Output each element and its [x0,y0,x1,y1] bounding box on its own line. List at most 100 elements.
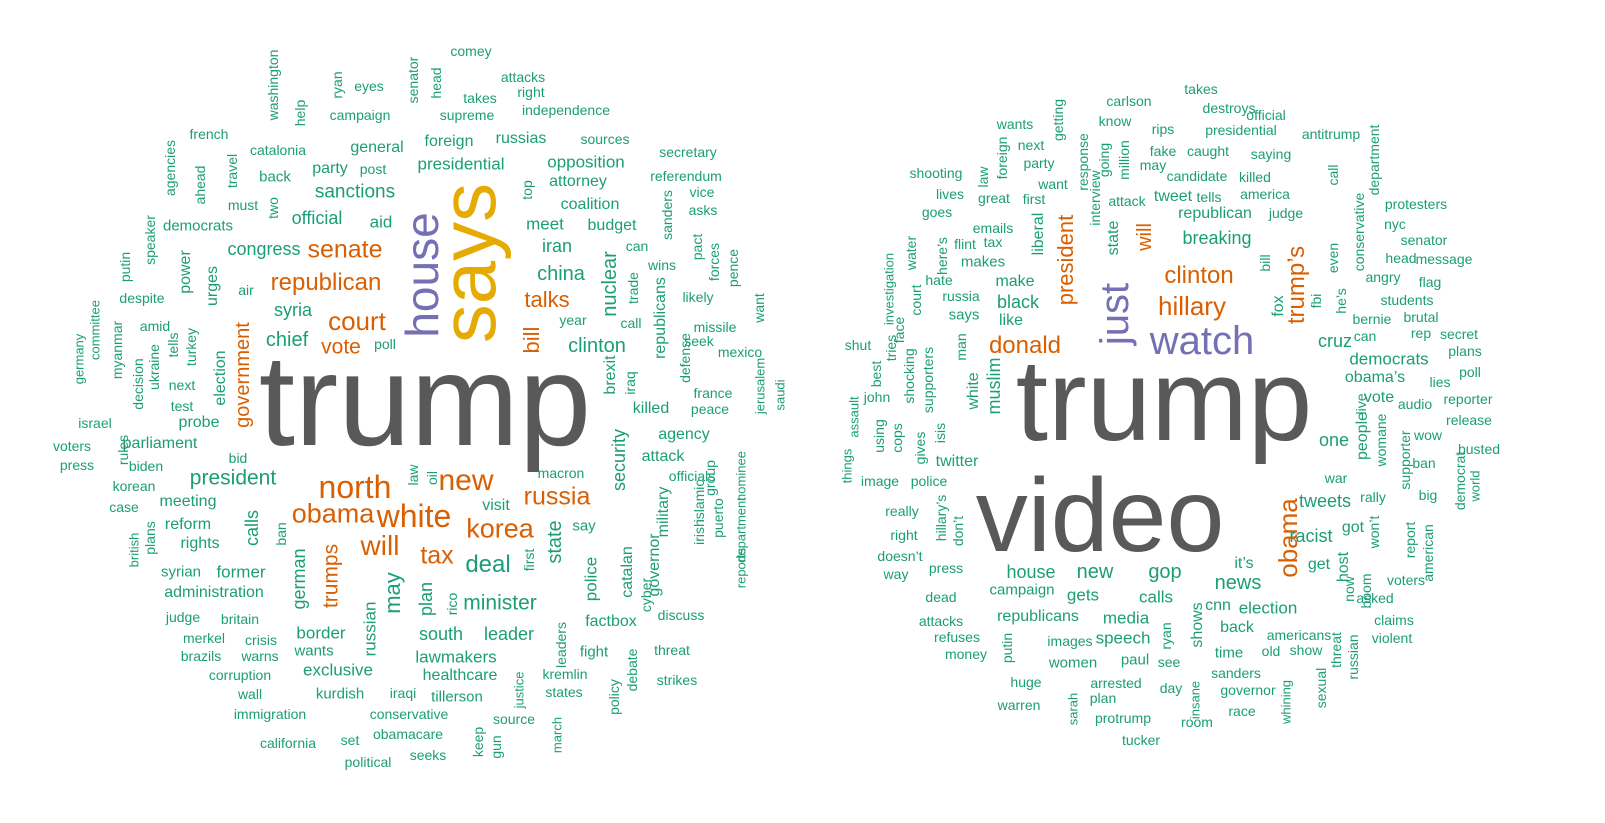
word-getting: getting [1050,98,1066,142]
word-plans: plans [142,521,158,555]
word-may: may [380,572,405,614]
word-ryan: ryan [1158,622,1174,650]
word-debate: debate [624,648,640,692]
word-probe: probe [178,414,220,431]
word-reform: reform [164,516,212,533]
word-john: john [863,389,891,405]
word-shows: shows [1189,602,1206,648]
word-peace: peace [690,401,730,417]
word-forces: forces [706,242,722,282]
word-aid: aid [369,212,393,232]
word-britain: britain [220,611,260,627]
word-poll: poll [1459,364,1481,380]
word-iraqi: iraqi [389,685,417,701]
word-assault: assault [846,396,862,438]
word-fox: fox [1270,295,1287,317]
word-germany: germany [71,333,87,385]
word-amid: amid [139,318,171,334]
word-official: official [1246,107,1286,123]
word-law: law [975,166,991,188]
word-senate: senate [307,235,383,264]
word-kremlin: kremlin [542,666,588,682]
word-clinton: clinton [1164,262,1234,289]
word-candidate: candidate [1166,168,1228,184]
word-threat: threat [1328,632,1344,668]
word-fbi: fbi [1308,293,1324,309]
word-ban: ban [273,522,289,546]
word-vote: vote [321,335,361,359]
word-tries: tries [883,334,899,362]
word-state: state [1105,220,1122,256]
word-attack: attack [1108,193,1146,209]
word-right: right [890,527,918,543]
word-cyber: cyber [638,577,654,613]
word-department: department [1366,124,1382,196]
word-strikes: strikes [656,672,698,688]
word-party: party [312,160,348,177]
word-post: post [359,161,387,177]
word-house: house [1006,562,1056,582]
word-president: president [189,466,277,490]
word-sanctions: sanctions [314,181,396,203]
word-first: first [1022,191,1046,207]
word-paul: paul [1120,651,1150,669]
word-big: big [1418,487,1438,503]
word-police: police [910,473,948,489]
word-democrats: democrats [1349,349,1429,369]
word-donald: donald [988,332,1062,359]
word-room: room [1181,714,1213,730]
word-party: party [1023,155,1055,171]
word-russian: russian [1345,634,1361,680]
word-first: first [521,548,537,572]
word-parliament: parliament [122,435,198,452]
word-antitrump: antitrump [1301,126,1361,142]
word-got: got [1341,519,1365,536]
word-supporters: supporters [920,346,936,414]
word-governor: governor [1220,682,1276,698]
word-racist: racist [1289,526,1333,546]
word-french: french [189,126,229,142]
word-day: day [1159,680,1183,696]
word-judge: judge [1268,205,1304,221]
word-protesters: protesters [1384,196,1448,212]
word-south: south [418,624,464,644]
word-shocking: shocking [901,348,917,404]
word-supreme: supreme [439,107,495,123]
word-ukraine: ukraine [146,344,162,390]
word-refuses: refuses [934,629,980,645]
word-calls: calls [242,509,262,547]
word-vice: vice [689,184,715,200]
word-democrat: democrat [1452,451,1468,511]
word-california: california [259,735,317,751]
word-military: military [655,486,672,538]
word-march: march [549,716,565,754]
word-americans: americans [1266,627,1332,643]
word-claims: claims [1374,612,1414,628]
word-wants: wants [996,116,1034,132]
word-court: court [328,306,386,336]
word-breaking: breaking [1182,228,1252,248]
word-coalition: coalition [560,196,620,213]
word-seek: seek [684,333,714,349]
word-defense: defense [677,333,693,383]
word-call: call [1325,164,1341,186]
word-mexico: mexico [717,344,763,360]
word-attacks: attacks [918,613,964,629]
word-deal: deal [465,551,511,578]
word-test: test [170,398,194,414]
word-even: even [1325,242,1341,274]
word-takes: takes [463,90,497,106]
word-rips: rips [1151,121,1175,137]
word-dont: don’t [950,515,966,547]
word-senator: senator [1400,232,1448,248]
word-election: election [212,350,229,406]
word-biden: biden [128,458,164,474]
word-rally: rally [1360,489,1386,505]
word-wants: wants [294,642,334,660]
word-power: power [177,250,194,294]
word-leaders: leaders [553,622,569,668]
word-help: help [292,99,308,127]
word-supporter: supporter [1397,430,1413,490]
word-best: best [868,360,884,388]
word-talks: talks [524,287,570,312]
